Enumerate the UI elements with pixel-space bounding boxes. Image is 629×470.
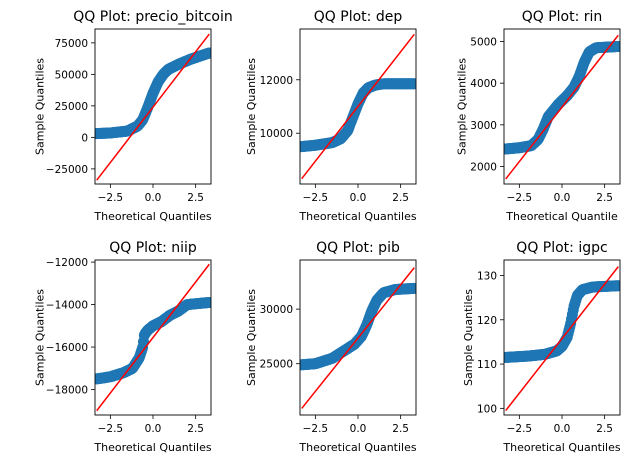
y-tick-label: 100 xyxy=(477,403,497,415)
reference-line xyxy=(97,34,210,180)
sample-quantile-points xyxy=(500,41,624,155)
qq-panel: −2.5 0.0 2.5 −25000 0 25000 50000 75000 QQ Plot:… xyxy=(33,9,232,223)
qq-panel: −2.5 0.0 2.5 100 110 120 130 QQ Plot: igpc Theor… xyxy=(462,240,624,454)
y-axis-label: Sample Quantiles xyxy=(33,58,46,155)
y-axis-label: Sample Quantiles xyxy=(245,58,258,155)
qq-panel: −2.5 0.0 2.5 25000 30000 QQ Plot: pib Theoreti… xyxy=(245,240,420,454)
x-tick-label: −2.5 xyxy=(507,423,533,435)
y-tick-label: 5000 xyxy=(470,37,497,49)
sample-quantile-points xyxy=(91,47,215,139)
y-tick-label: 30000 xyxy=(260,304,293,316)
y-tick-label: 120 xyxy=(477,315,497,327)
x-tick-label: 0.0 xyxy=(145,423,162,435)
y-tick-label: 50000 xyxy=(55,69,88,81)
qq-point xyxy=(613,41,624,52)
x-axis-label: Theoretical Quantiles xyxy=(298,441,416,454)
qq-point xyxy=(409,283,420,294)
sample-quantile-points xyxy=(296,283,420,370)
chart-title: QQ Plot: igpc xyxy=(516,240,607,256)
x-tick-label: 0.0 xyxy=(554,423,571,435)
x-tick-label: −2.5 xyxy=(507,192,533,204)
qq-point xyxy=(409,78,420,89)
x-tick-label: −2.5 xyxy=(303,192,329,204)
x-axis-label: Theoretical Quantiles xyxy=(502,441,620,454)
x-axis-label: Theoretical Quantiles xyxy=(93,441,211,454)
y-tick-label: 110 xyxy=(477,359,497,371)
reference-line xyxy=(97,264,210,411)
reference-line xyxy=(302,268,415,409)
chart-title: QQ Plot: rin xyxy=(522,9,603,25)
x-tick-label: −2.5 xyxy=(98,192,124,204)
y-tick-label: −12000 xyxy=(46,257,88,269)
qq-point xyxy=(613,280,624,291)
x-tick-label: 0.0 xyxy=(350,423,367,435)
qq-point xyxy=(204,297,215,308)
x-tick-label: −2.5 xyxy=(303,423,329,435)
reference-line xyxy=(506,35,619,179)
x-tick-label: 0.0 xyxy=(145,192,162,204)
x-tick-label: 2.5 xyxy=(187,423,204,435)
y-axis-label: Sample Quantiles xyxy=(245,289,258,386)
y-tick-label: 4000 xyxy=(470,78,497,90)
y-tick-label: 0 xyxy=(81,132,88,144)
chart-title: QQ Plot: niip xyxy=(109,240,197,256)
y-tick-label: 25000 xyxy=(55,101,88,113)
y-tick-label: 12000 xyxy=(260,75,293,87)
y-tick-label: −18000 xyxy=(46,385,88,397)
y-tick-label: 75000 xyxy=(55,38,88,50)
y-tick-label: 25000 xyxy=(260,359,293,371)
y-axis-label: Sample Quantiles xyxy=(462,289,475,386)
y-tick-label: −14000 xyxy=(46,300,88,312)
reference-line xyxy=(506,267,619,411)
x-tick-label: 2.5 xyxy=(596,423,613,435)
chart-title: QQ Plot: pib xyxy=(316,240,400,256)
x-tick-label: 2.5 xyxy=(596,192,613,204)
x-tick-label: 2.5 xyxy=(392,423,409,435)
x-tick-label: 0.0 xyxy=(554,192,571,204)
qq-panel: −2.5 0.0 2.5 10000 12000 QQ Plot: dep Theoreti… xyxy=(245,9,420,223)
chart-title: QQ Plot: precio_bitcoin xyxy=(73,9,232,25)
y-tick-label: 10000 xyxy=(260,128,293,140)
y-tick-label: 130 xyxy=(477,271,497,283)
chart-title: QQ Plot: dep xyxy=(314,9,403,25)
qq-panel: −2.5 0.0 2.5 −18000 −16000 −14000 −12000 QQ Plo… xyxy=(33,240,214,454)
qq-panel: −2.5 0.0 2.5 2000 3000 4000 5000 QQ Plot: rin Th… xyxy=(456,9,624,223)
x-tick-label: −2.5 xyxy=(98,423,124,435)
x-tick-label: 2.5 xyxy=(187,192,204,204)
y-axis-label: Sample Quantiles xyxy=(33,289,46,386)
x-tick-label: 0.0 xyxy=(350,192,367,204)
y-tick-label: 2000 xyxy=(470,162,497,174)
sample-quantile-points xyxy=(500,280,624,363)
x-axis-label: Theoretical Quantiles xyxy=(298,210,416,223)
qq-point xyxy=(204,47,215,58)
x-axis-label: Theoretical Quantile xyxy=(505,210,618,223)
x-tick-label: 2.5 xyxy=(392,192,409,204)
y-axis-label: Sample Quantiles xyxy=(456,58,469,155)
y-tick-label: −16000 xyxy=(46,342,88,354)
x-axis-label: Theoretical Quantiles xyxy=(93,210,211,223)
y-tick-label: −25000 xyxy=(46,164,88,176)
reference-line xyxy=(302,34,415,178)
y-tick-label: 3000 xyxy=(470,120,497,132)
sample-quantile-points xyxy=(296,78,420,152)
sample-quantile-points xyxy=(91,297,215,384)
